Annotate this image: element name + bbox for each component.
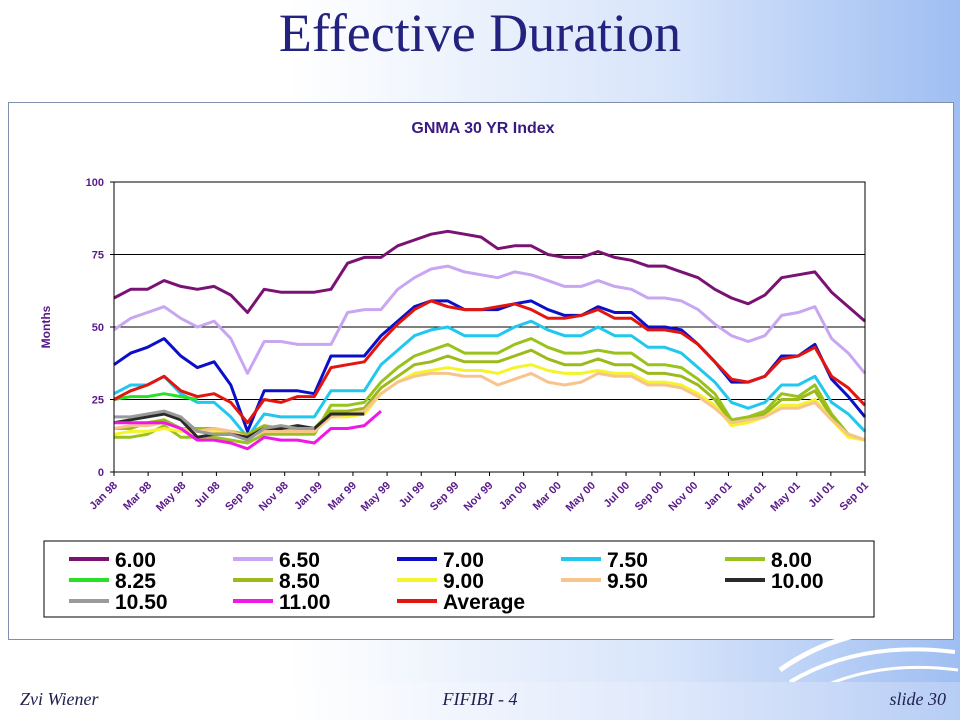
- x-tick-label: Nov 00: [666, 480, 700, 514]
- x-tick-label: May 00: [564, 480, 598, 514]
- legend-label: 11.00: [279, 591, 330, 614]
- x-tick-label: Jan 01: [702, 480, 735, 513]
- x-tick-label: Sep 00: [633, 480, 667, 514]
- footer-slide-number: slide 30: [889, 689, 947, 709]
- x-tick-label: Mar 00: [531, 480, 564, 513]
- y-tick-label: 0: [98, 467, 104, 479]
- legend-label: Average: [443, 591, 525, 614]
- legend-label: 10.00: [771, 570, 824, 593]
- series-line-8-50: [114, 348, 866, 442]
- x-tick-label: Sep 98: [223, 480, 257, 514]
- footer-bar: [0, 682, 960, 720]
- y-tick-label: 50: [92, 322, 104, 334]
- legend-label: 8.25: [115, 570, 156, 593]
- x-tick-label: Mar 01: [736, 480, 769, 513]
- x-tick-label: May 99: [359, 480, 393, 514]
- legend-label: 7.50: [607, 549, 648, 572]
- x-tick-label: Sep 01: [838, 480, 872, 514]
- legend: 6.00 6.50 7.00 7.50 8.00 8.25 8.50 9.00 9.50 10.0…: [69, 549, 824, 614]
- x-tick-label: Jul 00: [602, 480, 633, 511]
- x-tick-label: Nov 98: [257, 480, 291, 514]
- duration-line-chart: GNMA 30 YR Index Months 0 25 50 75 100 Jan 98…: [39, 120, 875, 618]
- x-tick-label: Jan 00: [497, 480, 530, 513]
- legend-label: 6.50: [279, 549, 320, 572]
- series-line-11-00: [114, 409, 382, 451]
- series-line-8-00: [114, 337, 866, 445]
- legend-label: 7.00: [443, 549, 484, 572]
- chart-panel: GNMA 30 YR Index Months 0 25 50 75 100 Jan 98…: [8, 102, 954, 640]
- legend-label: 6.00: [115, 549, 156, 572]
- y-tick-label: 100: [86, 177, 104, 189]
- y-tick-label: 75: [92, 250, 104, 262]
- y-tick-label: 25: [92, 395, 104, 407]
- plot-frame: [113, 181, 866, 473]
- series-line-6-00: [113, 229, 866, 323]
- footer-course: FIFIBI - 4: [442, 689, 518, 709]
- y-axis-label: Months: [39, 305, 53, 348]
- x-tick-label: May 98: [154, 480, 188, 514]
- footer-author: Zvi Wiener: [20, 689, 99, 709]
- legend-label: 8.50: [279, 570, 320, 593]
- chart-title: GNMA 30 YR Index: [411, 120, 554, 137]
- x-tick-label: Sep 99: [428, 480, 462, 514]
- x-tick-label: Mar 99: [326, 480, 359, 513]
- decorative-swoosh: [778, 625, 959, 690]
- x-tick-label: Jan 99: [292, 480, 325, 513]
- legend-label: 9.00: [443, 570, 484, 593]
- legend-label: 10.50: [115, 591, 168, 614]
- x-tick-label: Nov 99: [462, 480, 496, 514]
- x-tick-label: Jan 98: [87, 480, 120, 513]
- x-tick-label: Mar 98: [121, 480, 154, 513]
- series-line-6-50: [113, 264, 867, 375]
- x-tick-label: May 01: [768, 480, 802, 514]
- series-line-average: [113, 299, 867, 425]
- x-tick-label: Jul 99: [397, 480, 428, 511]
- slide-title: Effective Duration: [278, 3, 682, 63]
- x-tick-label: Jul 01: [806, 480, 837, 511]
- series-line-8-25: [113, 392, 198, 401]
- series-line-10-50: [114, 409, 315, 442]
- series-line-9-00: [113, 363, 866, 442]
- series-line-7-50: [113, 319, 867, 439]
- legend-label: 9.50: [607, 570, 648, 593]
- x-tick-label: Jul 98: [192, 480, 223, 511]
- legend-label: 8.00: [771, 549, 812, 572]
